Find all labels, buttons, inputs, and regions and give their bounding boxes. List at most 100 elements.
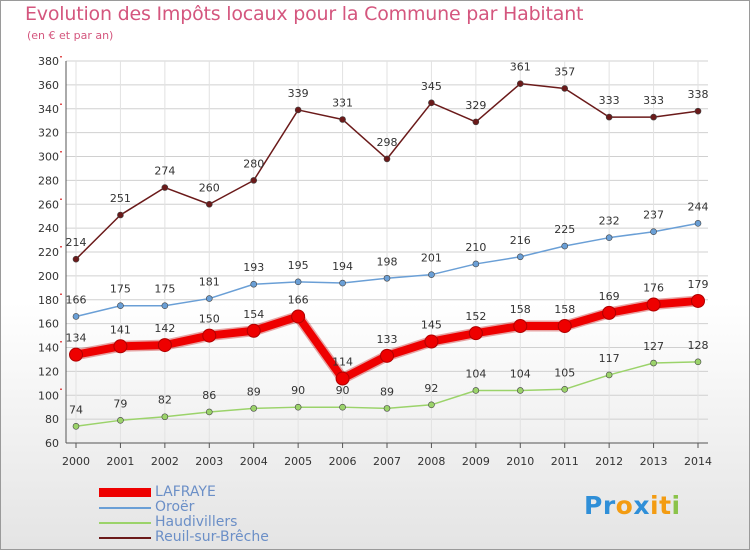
y-tick-label: 320 (38, 127, 59, 140)
data-label: 145 (421, 319, 442, 332)
data-point (205, 408, 213, 416)
data-point (383, 405, 391, 412)
logo-letter: r (602, 491, 616, 520)
x-tick-label: 2006 (329, 455, 357, 468)
x-tick-label: 2011 (551, 455, 579, 468)
data-label: 117 (599, 352, 620, 365)
data-label: 141 (110, 323, 131, 336)
data-label: 175 (110, 283, 131, 296)
data-label: 345 (421, 80, 442, 93)
data-label: 150 (199, 313, 220, 326)
data-point (291, 309, 306, 324)
data-label: 176 (643, 282, 664, 295)
data-point (472, 118, 480, 126)
y-tick-label: 60 (45, 437, 59, 450)
data-point (250, 177, 258, 184)
data-label: 329 (465, 99, 486, 112)
proxiti-logo: Proxiti (584, 491, 681, 520)
data-point (113, 339, 128, 354)
data-point (561, 385, 569, 393)
data-label: 74 (69, 403, 83, 416)
data-point (428, 401, 435, 409)
data-point (694, 220, 702, 227)
chart-title: Evolution des Impôts locaux pour la Comm… (25, 3, 584, 25)
y-tick-label: 260 (38, 198, 59, 211)
x-tick-label: 2007 (373, 455, 401, 468)
x-tick-label: 2002 (151, 455, 179, 468)
data-point (117, 211, 124, 219)
data-label: 133 (377, 333, 398, 346)
data-point (161, 413, 169, 421)
y-tick-label: 100 (38, 389, 59, 402)
data-point (428, 271, 435, 278)
data-label: 134 (66, 332, 87, 345)
data-label: 251 (110, 192, 131, 205)
legend-swatch (99, 522, 151, 524)
y-tick-label: 280 (38, 174, 59, 187)
data-label: 280 (243, 157, 264, 170)
data-label: 361 (510, 61, 531, 74)
data-label: 260 (199, 181, 220, 194)
data-point (161, 184, 169, 191)
data-label: 232 (599, 215, 620, 228)
data-label: 237 (643, 209, 664, 222)
data-label: 104 (510, 367, 531, 380)
data-label: 331 (332, 96, 353, 109)
data-label: 338 (688, 88, 709, 101)
y-tick-label: 200 (38, 270, 59, 283)
data-label: 244 (688, 200, 709, 213)
y-tick-label: 220 (38, 246, 59, 259)
legend-swatch (99, 537, 151, 539)
data-point (250, 280, 258, 288)
x-tick-label: 2004 (240, 455, 268, 468)
data-point (383, 155, 391, 163)
data-label: 89 (380, 385, 394, 398)
y-tick-label: 180 (38, 294, 59, 307)
y-tick-label: 120 (38, 365, 59, 378)
data-point (605, 371, 613, 379)
data-point (472, 260, 480, 268)
data-label: 90 (291, 384, 305, 397)
data-label: 195 (288, 259, 309, 272)
data-label: 198 (377, 255, 398, 268)
data-label: 82 (158, 394, 172, 407)
data-label: 154 (243, 308, 264, 321)
x-tick-label: 2001 (106, 455, 134, 468)
data-point (561, 242, 569, 250)
data-point (561, 85, 569, 92)
data-label: 214 (66, 236, 87, 249)
data-point (516, 387, 524, 394)
data-point (339, 403, 346, 411)
data-point (646, 297, 661, 312)
data-point (424, 334, 439, 349)
data-label: 86 (202, 389, 216, 402)
data-point (339, 116, 346, 123)
data-point (294, 278, 302, 286)
data-label: 339 (288, 87, 309, 100)
data-point (335, 371, 350, 386)
logo-letter: i (671, 491, 681, 520)
x-tick-label: 2013 (640, 455, 668, 468)
x-tick-label: 2014 (684, 455, 712, 468)
data-label: 90 (336, 384, 350, 397)
data-point (72, 313, 80, 320)
data-label: 166 (288, 293, 309, 306)
data-label: 79 (113, 397, 127, 410)
data-point (246, 323, 261, 338)
legend-label: Oroër (155, 499, 195, 515)
data-label: 333 (599, 94, 620, 107)
data-point (516, 80, 524, 87)
data-label: 104 (465, 367, 486, 380)
data-label: 357 (554, 65, 575, 78)
data-point (117, 302, 124, 310)
data-label: 201 (421, 252, 442, 265)
data-label: 225 (554, 223, 575, 236)
data-point (602, 305, 617, 320)
data-point (694, 358, 702, 366)
data-label: 169 (599, 290, 620, 303)
data-point (202, 328, 217, 343)
data-label: 105 (554, 366, 575, 379)
data-point (383, 274, 391, 282)
